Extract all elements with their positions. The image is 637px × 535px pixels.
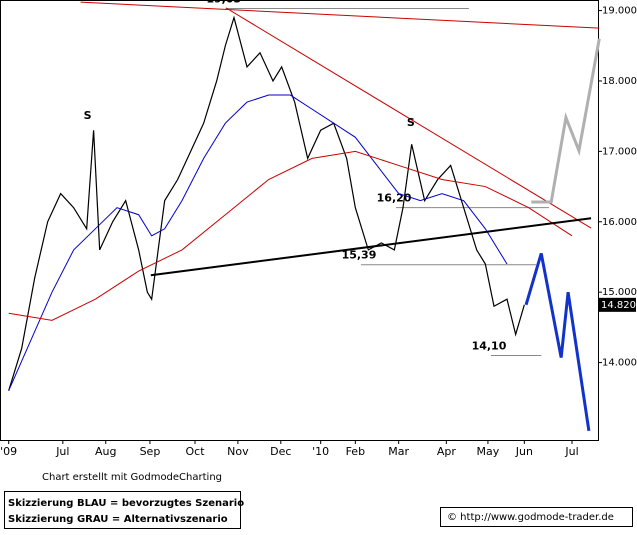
level-label: 19,03 [206,0,241,5]
price-line [150,217,592,277]
x-tick-label: Jul [564,445,578,458]
price-line [8,15,525,391]
price-line [8,150,573,321]
y-tick-label: 18.000 [602,76,637,87]
x-tick-label: Aug [95,445,116,458]
last-price-box [598,297,636,312]
plot-frame [0,0,599,441]
legend-blue: Skizzierung BLAU = bevorzugtes Szenario [8,498,244,509]
legend-box [4,491,241,529]
annotation: S [84,109,92,122]
level-label: 14,10 [472,340,507,353]
x-tick-label: Dec [270,445,291,458]
credit: Chart erstellt mit GodmodeCharting [42,472,222,483]
x-tick-label: Nov [227,445,249,458]
y-tick-label: 15.000 [602,287,637,298]
x-tick-label: Jul [55,445,69,458]
level-label: 16,20 [377,192,412,205]
price-line [524,253,591,432]
legend-grey: Skizzierung GRAU = Alternativszenario [8,514,228,525]
price-line [531,38,601,204]
price-line [8,94,508,391]
x-tick-label: Apr [437,445,457,458]
x-tick-label: Sep [140,445,161,458]
x-tick-label: Jun [515,445,533,458]
x-tick-label: Feb [346,445,365,458]
y-tick-label: 17.000 [602,146,637,157]
price-line [80,1,600,29]
x-tick-label: '10 [312,445,329,458]
level-label: 15,39 [342,249,377,262]
y-tick-label: 16.000 [602,217,637,228]
last-price-label: 14.820 [601,300,636,311]
price-line [225,7,592,229]
y-tick-label: 19.000 [602,6,637,17]
x-tick-label: Mar [388,445,409,458]
x-tick-label: Oct [185,445,205,458]
url: © http://www.godmode-trader.de [447,512,614,523]
url-box [440,507,633,527]
x-tick-label: May [477,445,500,458]
annotation: S [407,116,415,129]
x-tick-label: '09 [0,445,17,458]
y-tick-label: 14.000 [602,358,637,369]
